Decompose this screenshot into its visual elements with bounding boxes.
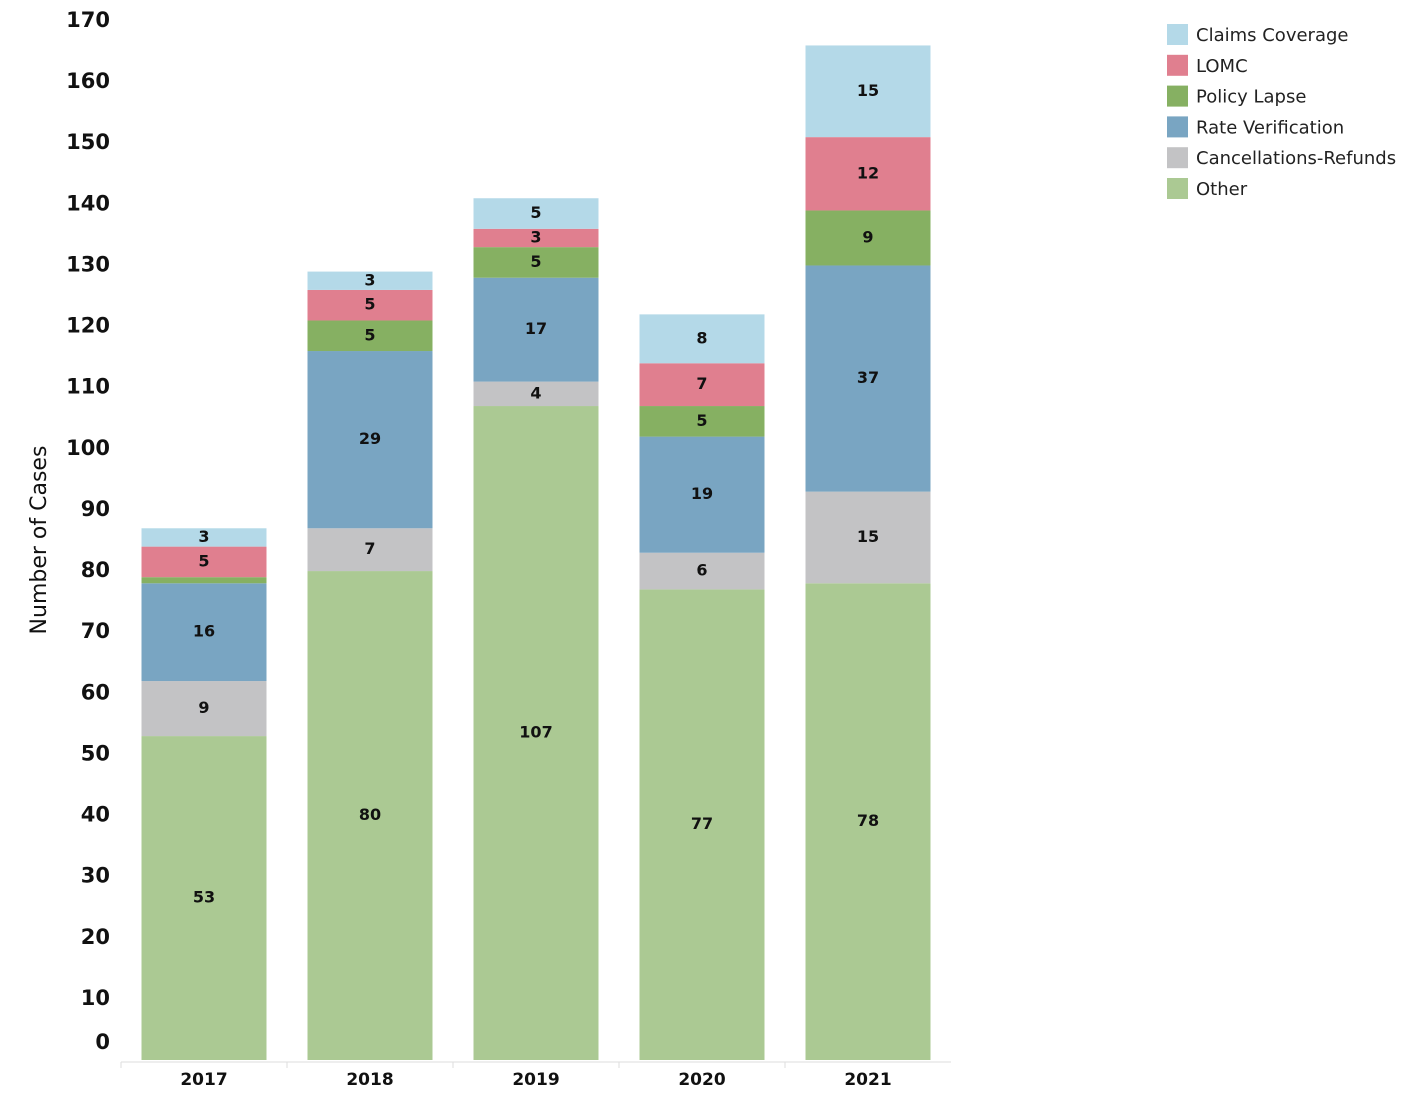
value-label: 12 [857, 163, 879, 182]
bar-segment [141, 681, 267, 737]
value-label: 29 [359, 429, 381, 448]
y-tick-label: 140 [66, 191, 110, 215]
x-tick-label: 2021 [844, 1070, 891, 1090]
bar-segment [307, 528, 433, 572]
bar-segment [473, 277, 599, 382]
legend-label: Policy Lapse [1196, 87, 1306, 108]
bar-segment [307, 571, 433, 1060]
y-tick-label: 10 [81, 986, 110, 1010]
bar-segment [639, 436, 765, 553]
bar-segment [805, 491, 931, 584]
value-label: 78 [857, 811, 879, 830]
bar-segment [141, 583, 267, 682]
value-label: 53 [193, 888, 215, 907]
value-label: 80 [359, 805, 381, 824]
x-tick-label: 2020 [678, 1070, 725, 1090]
bar-segment [473, 198, 599, 229]
bar-segment [805, 265, 931, 492]
bar-segment [141, 546, 267, 578]
value-label: 17 [525, 319, 547, 338]
value-label: 5 [364, 295, 375, 314]
bar-segment [805, 137, 931, 211]
value-label: 8 [696, 328, 707, 347]
y-tick-label: 130 [66, 252, 110, 276]
legend-label: Rate Verification [1196, 117, 1344, 138]
value-label: 15 [857, 81, 879, 100]
bar-segment [639, 363, 765, 407]
bar-segment [639, 589, 765, 1060]
value-label: 16 [193, 622, 215, 641]
value-label: 107 [519, 723, 552, 742]
legend-swatch [1167, 116, 1188, 138]
y-tick-label: 70 [81, 619, 110, 643]
y-tick-label: 0 [95, 1030, 110, 1054]
bar-segment [639, 406, 765, 437]
value-label: 5 [198, 551, 209, 570]
value-label: 15 [857, 527, 879, 546]
bar-segment [805, 583, 931, 1060]
x-tick-label: 2017 [180, 1070, 227, 1090]
y-tick-label: 110 [66, 375, 110, 399]
y-tick-label: 20 [81, 925, 110, 949]
y-tick-label: 170 [66, 8, 110, 32]
value-label: 5 [696, 411, 707, 430]
y-tick-label: 90 [81, 497, 110, 521]
value-label: 5 [530, 203, 541, 222]
bar-segment [307, 271, 433, 290]
bar-segment [307, 289, 433, 321]
y-axis-label: Number of Cases [27, 446, 52, 635]
value-label: 37 [857, 368, 879, 387]
value-label: 19 [691, 484, 713, 503]
value-label: 9 [862, 227, 873, 246]
bar-segment [473, 381, 599, 407]
bar-segment [639, 314, 765, 364]
legend-label: Cancellations-Refunds [1196, 148, 1396, 169]
bar-segment [141, 528, 267, 547]
y-tick-label: 40 [81, 803, 110, 827]
legend-swatch [1167, 147, 1188, 169]
value-label: 5 [364, 325, 375, 344]
bar-segment [473, 228, 599, 248]
legend-label: Other [1196, 179, 1248, 200]
value-label: 5 [530, 252, 541, 271]
bar-segment [141, 736, 267, 1060]
bar-segment [141, 577, 267, 584]
legend-swatch [1167, 24, 1188, 45]
bar-segment [307, 351, 433, 529]
value-label: 3 [364, 270, 375, 289]
legend-label: Claims Coverage [1196, 25, 1348, 46]
value-label: 6 [696, 561, 707, 580]
value-label: 3 [530, 227, 541, 246]
legend-swatch [1167, 54, 1188, 76]
value-label: 3 [198, 527, 209, 546]
bar-segment [473, 406, 599, 1061]
y-tick-label: 60 [81, 680, 110, 704]
bar-segment [473, 247, 599, 278]
value-label: 4 [530, 383, 541, 402]
y-tick-label: 50 [81, 741, 110, 765]
value-label: 9 [198, 698, 209, 717]
y-tick-label: 30 [81, 864, 110, 888]
y-tick-label: 80 [81, 558, 110, 582]
x-tick-label: 2018 [346, 1070, 393, 1090]
legend-swatch [1167, 85, 1188, 107]
legend-swatch [1167, 178, 1188, 199]
y-tick-label: 160 [66, 69, 110, 93]
bar-segment [805, 210, 931, 266]
x-tick-label: 2019 [512, 1070, 559, 1090]
value-label: 77 [691, 814, 713, 833]
y-tick-label: 120 [66, 314, 110, 338]
bar-segment [805, 45, 931, 138]
bar-segment [639, 552, 765, 590]
y-tick-label: 150 [66, 130, 110, 154]
bar-segment [307, 320, 433, 352]
value-label: 7 [364, 539, 375, 558]
legend-label: LOMC [1196, 56, 1248, 77]
value-label: 7 [696, 374, 707, 393]
y-tick-label: 100 [66, 436, 110, 460]
